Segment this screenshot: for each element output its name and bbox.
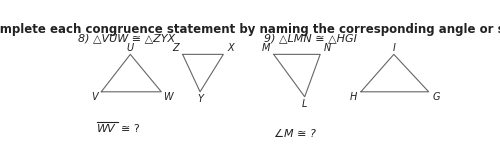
Text: Y: Y	[197, 94, 203, 104]
Text: Complete each congruence statement by naming the corresponding angle or side.: Complete each congruence statement by na…	[0, 23, 500, 36]
Text: N: N	[324, 43, 331, 53]
Text: V: V	[91, 92, 98, 102]
Text: 8) △VUW ≅ △ZYX: 8) △VUW ≅ △ZYX	[78, 33, 175, 43]
Text: ≅ ?: ≅ ?	[120, 124, 140, 134]
Text: 9) △LMN ≅ △HGI: 9) △LMN ≅ △HGI	[264, 33, 357, 43]
Text: H: H	[350, 92, 357, 102]
Text: I: I	[392, 43, 395, 53]
Text: ∠M ≅ ?: ∠M ≅ ?	[274, 129, 316, 139]
Text: U: U	[127, 43, 134, 53]
Text: M: M	[262, 43, 270, 53]
Text: X: X	[227, 43, 234, 53]
Text: Z: Z	[172, 43, 179, 53]
Text: G: G	[432, 92, 440, 102]
Text: W: W	[164, 92, 173, 102]
Text: WV: WV	[98, 124, 116, 134]
Text: L: L	[302, 99, 308, 109]
